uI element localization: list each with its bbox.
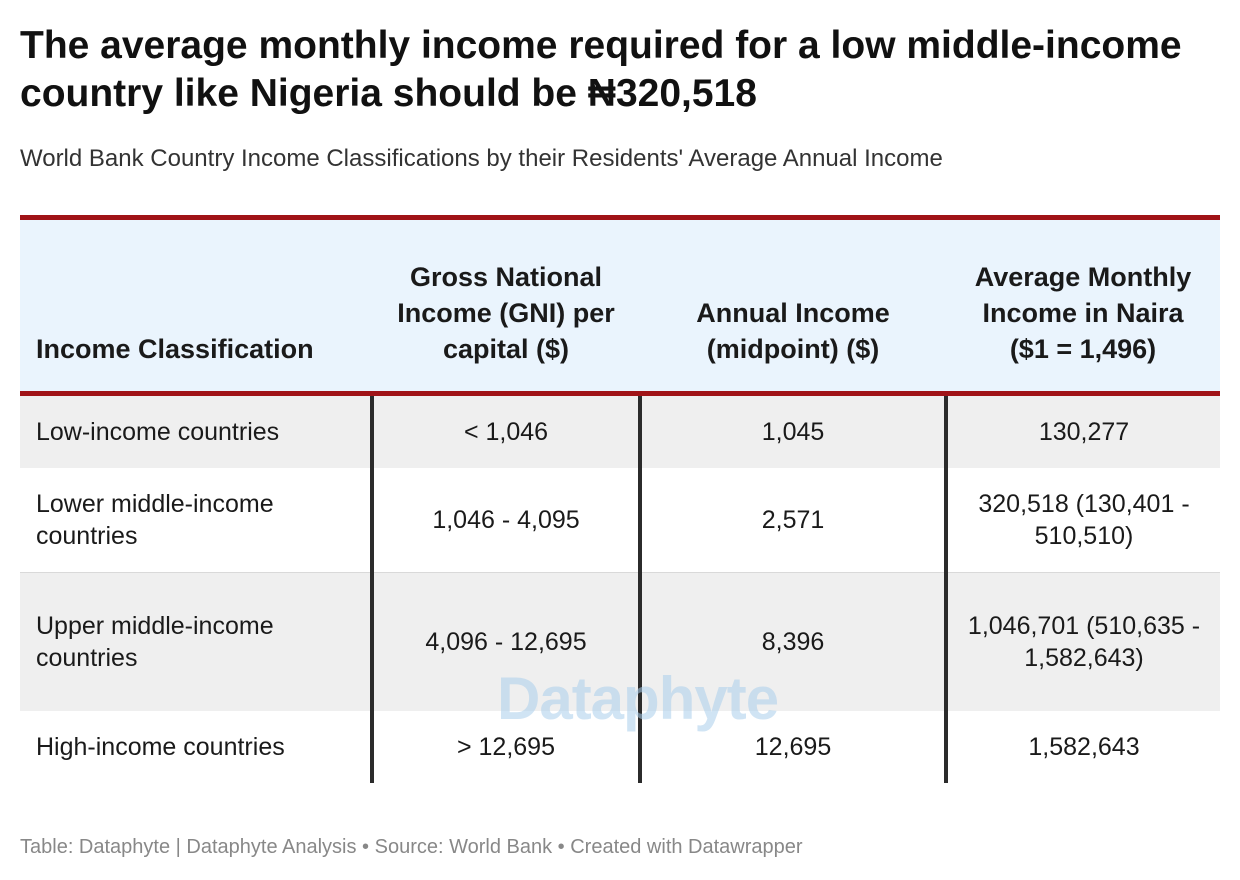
table-row: Lower middle-income countries 1,046 - 4,… xyxy=(20,467,1220,573)
cell-gni: 1,046 - 4,095 xyxy=(370,467,640,573)
cell-annual-income: 8,396 xyxy=(638,572,946,711)
cell-monthly-naira: 1,046,701 (510,635 - 1,582,643) xyxy=(944,572,1220,711)
cell-gni: < 1,046 xyxy=(370,393,640,468)
source-footer[interactable]: Table: Dataphyte | Dataphyte Analysis • … xyxy=(20,836,803,858)
table-row: High-income countries > 12,695 12,695 1,… xyxy=(20,710,1220,783)
cell-monthly-naira: 1,582,643 xyxy=(944,710,1220,783)
cell-annual-income: 2,571 xyxy=(638,467,946,573)
chart-title: The average monthly income required for … xyxy=(20,24,1182,115)
header-monthly-income-naira[interactable]: Average Monthly Income in Naira ($1 = 1,… xyxy=(946,215,1220,396)
table-body: Low-income countries < 1,046 1,045 130,2… xyxy=(20,393,1220,783)
cell-annual-income: 1,045 xyxy=(638,393,946,468)
cell-classification: Low-income countries xyxy=(36,417,280,446)
header-row: Income Classification Gross National Inc… xyxy=(20,215,1220,396)
table-row: Low-income countries < 1,046 1,045 130,2… xyxy=(20,393,1220,468)
cell-classification: Lower middle-income countries xyxy=(20,467,372,573)
cell-monthly-naira: 320,518 (130,401 - 510,510) xyxy=(944,467,1220,573)
chart-subtitle: World Bank Country Income Classification… xyxy=(20,145,943,172)
table-header: Income Classification Gross National Inc… xyxy=(20,215,1220,396)
income-table: Income Classification Gross National Inc… xyxy=(20,215,1220,783)
table-row: Upper middle-income countries 4,096 - 12… xyxy=(20,572,1220,711)
data-table: Income Classification Gross National Inc… xyxy=(20,215,1220,783)
cell-monthly-naira: 130,277 xyxy=(944,393,1220,468)
cell-classification: High-income countries xyxy=(36,732,285,761)
cell-classification: Upper middle-income countries xyxy=(36,611,274,672)
cell-gni: > 12,695 xyxy=(370,710,640,783)
cell-annual-income: 12,695 xyxy=(638,710,946,783)
header-annual-income[interactable]: Annual Income (midpoint) ($) xyxy=(640,215,946,396)
cell-gni: 4,096 - 12,695 xyxy=(370,572,640,711)
header-income-classification[interactable]: Income Classification xyxy=(20,215,372,396)
header-gni-per-capita[interactable]: Gross National Income (GNI) per capital … xyxy=(372,215,640,396)
